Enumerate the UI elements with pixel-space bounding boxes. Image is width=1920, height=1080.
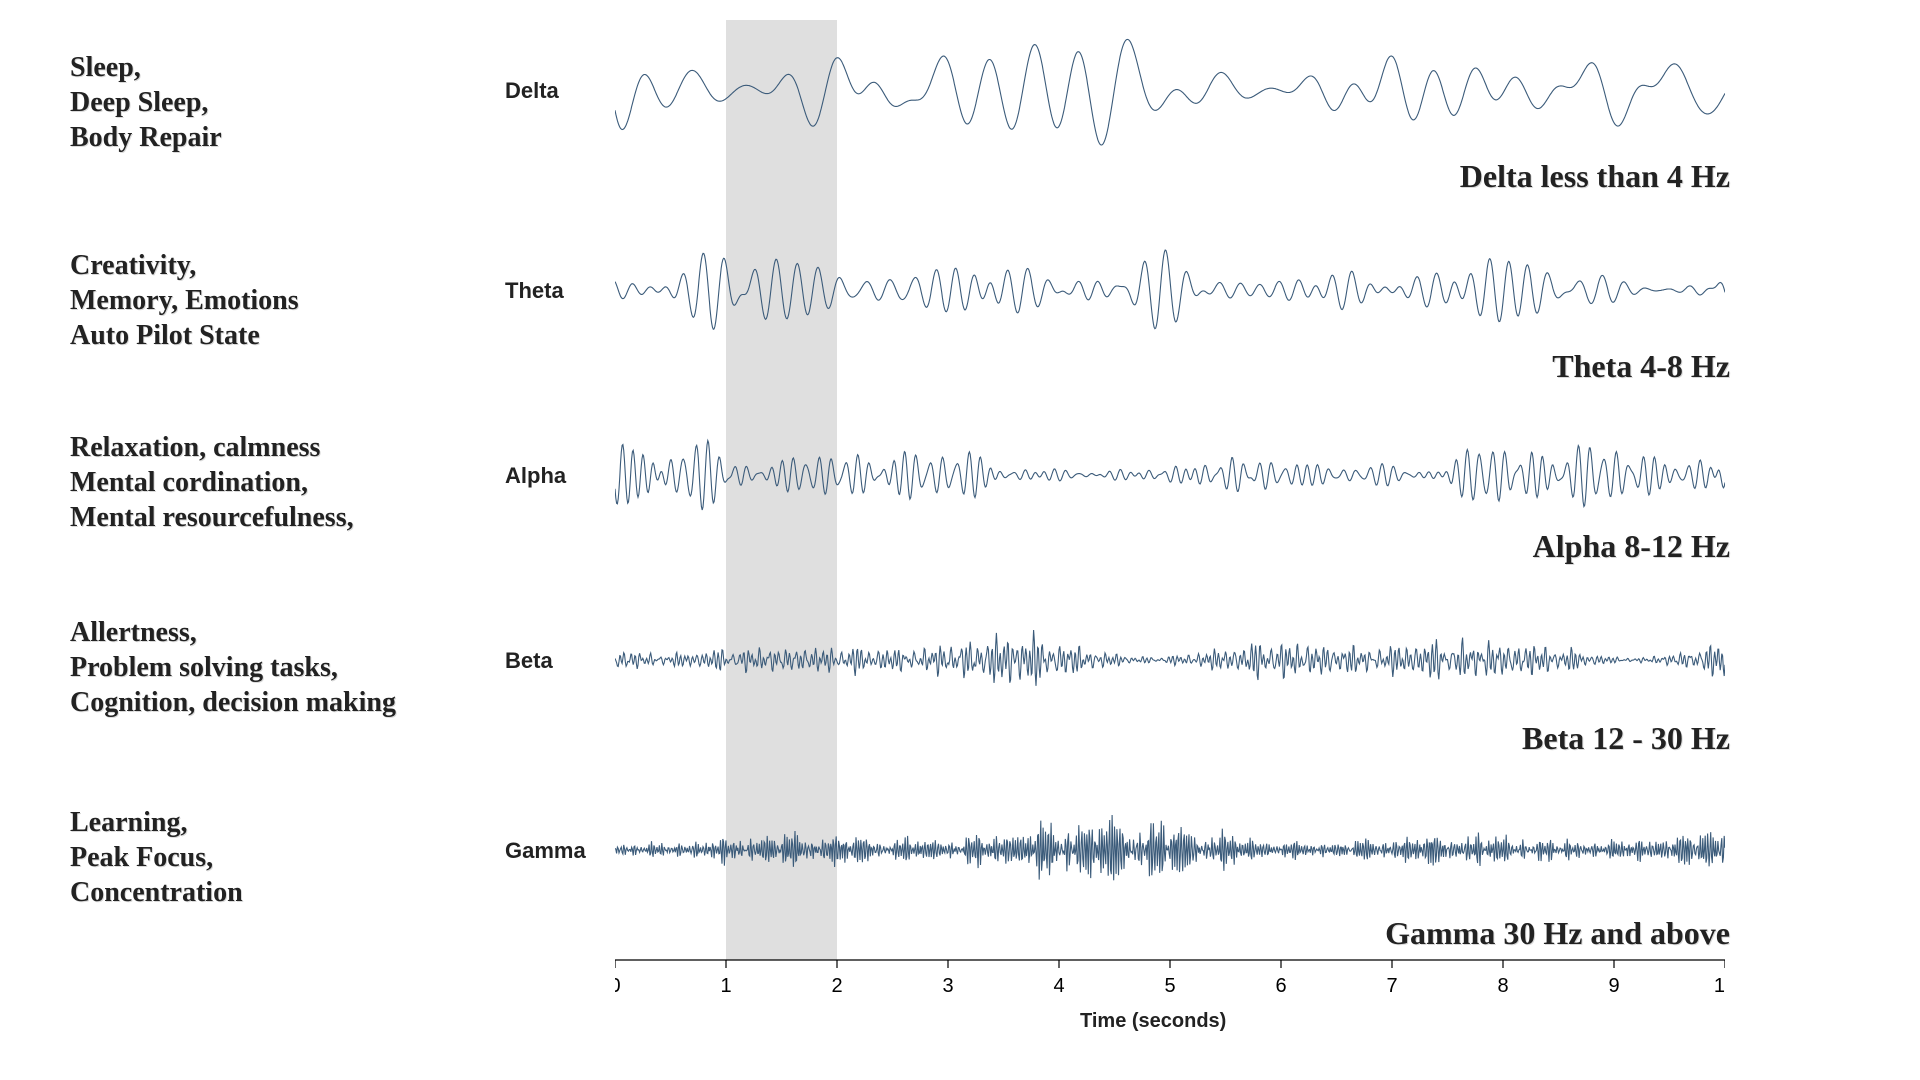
desc-beta: Allertness,Problem solving tasks,Cogniti… <box>70 615 500 720</box>
waveform-svg: 0 1 2 3 4 5 6 7 8 9 10 <box>615 0 1725 1080</box>
ylabel-beta: Beta <box>505 648 605 674</box>
xtick-label: 0 <box>615 975 621 997</box>
xtick-label: 7 <box>1386 975 1397 997</box>
ylabel-theta: Theta <box>505 278 605 304</box>
xtick-label: 8 <box>1497 975 1508 997</box>
xtick-label: 2 <box>831 975 842 997</box>
xtick-label: 1 <box>720 975 731 997</box>
ylabel-delta: Delta <box>505 78 605 104</box>
xtick-label: 5 <box>1164 975 1175 997</box>
xtick-label: 9 <box>1608 975 1619 997</box>
waveform-chart: 0 1 2 3 4 5 6 7 8 9 10 <box>615 0 1725 1080</box>
desc-gamma: Learning,Peak Focus,Concentration <box>70 805 500 910</box>
xtick-label: 10 <box>1714 975 1725 997</box>
ylabel-gamma: Gamma <box>505 838 605 864</box>
desc-theta: Creativity,Memory, EmotionsAuto Pilot St… <box>70 248 500 353</box>
ylabel-alpha: Alpha <box>505 463 605 489</box>
x-axis-label: Time (seconds) <box>1080 1010 1226 1033</box>
desc-alpha: Relaxation, calmnessMental cordination,M… <box>70 430 500 535</box>
xtick-label: 3 <box>942 975 953 997</box>
brainwave-infographic: Sleep,Deep Sleep,Body Repair Creativity,… <box>0 0 1920 1080</box>
desc-delta: Sleep,Deep Sleep,Body Repair <box>70 50 500 155</box>
xtick-label: 6 <box>1275 975 1286 997</box>
xtick-label: 4 <box>1053 975 1064 997</box>
highlight-band <box>726 20 837 960</box>
